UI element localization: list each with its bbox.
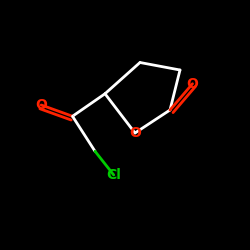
Text: O: O [129, 126, 141, 140]
Text: Cl: Cl [106, 168, 121, 182]
Text: O: O [35, 98, 47, 112]
Text: O: O [186, 77, 198, 91]
